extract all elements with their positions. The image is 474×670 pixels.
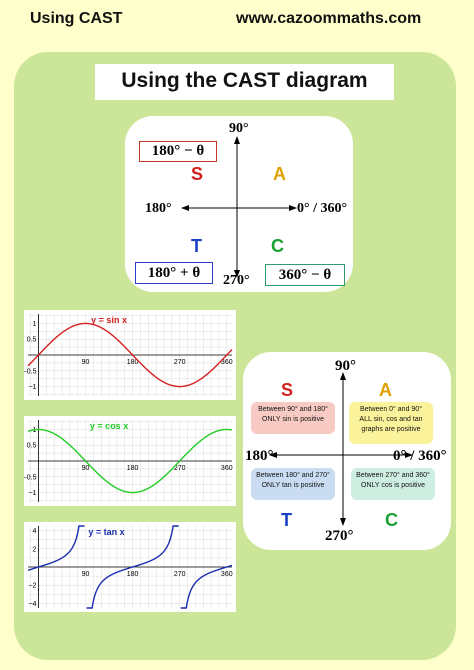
x-tick-label: 90 (82, 359, 90, 366)
page-title: Using the CAST diagram (95, 64, 394, 100)
y-tick-label: 0.5 (27, 337, 37, 344)
y-tick-label: −0.5 (24, 474, 37, 481)
cos-graph-title: y = cos x (90, 421, 128, 431)
y-tick-label: 4 (33, 528, 37, 535)
tan-graph-svg: 90 180 270 360 4 2 −2 −4 y = tan x (27, 525, 233, 609)
x-tick-label: 180 (127, 465, 139, 472)
box-a-line1: Between 0° and 90° (359, 406, 423, 413)
x-tick-label: 360 (221, 571, 233, 578)
angle-180-label-2: 180° (245, 448, 274, 464)
all-positive-box: Between 0° and 90° ALL sin, cos and tan … (349, 402, 433, 444)
sine-positive-box: Between 90° and 180° ONLY sin is positiv… (251, 402, 335, 434)
angle-90-label: 90° (229, 121, 249, 136)
cos-graph: 90 180 270 360 1 0.5 −0.5 −1 y = cos x (24, 416, 236, 506)
angle-180-label: 180° (145, 201, 172, 216)
y-tick-label: −2 (28, 583, 36, 590)
box-s-line2: ONLY sin is positive (262, 416, 324, 423)
angle-0-360-label-2: 0° / 360° (393, 448, 447, 464)
angle-0-360-label: 0° / 360° (297, 201, 348, 216)
y-tick-label: 1 (33, 427, 37, 434)
cos-curve (27, 428, 233, 494)
y-tick-label: −1 (28, 490, 36, 497)
box-a-line3: graphs are positive (361, 426, 421, 433)
box-s-line1: Between 90° and 180° (258, 406, 328, 413)
sin-graph-title: y = sin x (91, 315, 127, 325)
tan-curve-segment (86, 525, 179, 609)
quadrant-t-letter: T (191, 236, 202, 256)
tan-curve-segment (27, 525, 85, 571)
quadrant-c-letter-2: C (385, 510, 398, 530)
sin-graph: 90 180 270 360 1 0.5 −0.5 −1 y = sin x (24, 310, 236, 400)
sin-curve (27, 322, 233, 388)
x-tick-label: 270 (174, 359, 186, 366)
quadrant-a-letter: A (273, 164, 286, 184)
x-tick-label: 180 (127, 359, 139, 366)
sin-graph-svg: 90 180 270 360 1 0.5 −0.5 −1 y = sin x (24, 314, 233, 396)
quadrant-t-letter-2: T (281, 510, 292, 530)
formula-c-box: 360° − θ (265, 264, 345, 286)
box-t-line1: Between 180° and 270° (256, 472, 330, 479)
quadrant-s-letter: S (191, 164, 204, 184)
cos-graph-svg: 90 180 270 360 1 0.5 −0.5 −1 y = cos x (24, 420, 233, 502)
x-tick-label: 360 (221, 359, 233, 366)
x-tick-label: 90 (82, 571, 90, 578)
cast-diagram-formulas: 90° 180° 0° / 360° 270° S A T C 180° − θ… (125, 116, 353, 292)
x-tick-label: 180 (127, 571, 139, 578)
box-a-line2: ALL sin, cos and tan (359, 416, 423, 423)
angle-90-label-2: 90° (335, 358, 356, 374)
formula-t-box: 180° + θ (135, 262, 213, 284)
cast-rules-axes (269, 372, 413, 526)
tan-curve-segment (180, 564, 233, 609)
cast-axes (181, 136, 297, 278)
angle-270-label-2: 270° (325, 528, 354, 544)
y-tick-label: −0.5 (24, 368, 37, 375)
x-tick-label: 90 (82, 465, 90, 472)
x-tick-label: 270 (174, 571, 186, 578)
y-tick-label: −4 (28, 601, 36, 608)
y-tick-label: 1 (33, 321, 37, 328)
header-website[interactable]: www.cazoommaths.com (236, 10, 422, 27)
box-t-line2: ONLY tan is positive (261, 482, 325, 489)
quadrant-a-letter-2: A (379, 380, 392, 400)
x-tick-label: 270 (174, 465, 186, 472)
quadrant-c-letter: C (271, 236, 284, 256)
x-tick-label: 360 (221, 465, 233, 472)
angle-270-label: 270° (223, 273, 250, 288)
box-c-line1: Between 270° and 360° (356, 472, 430, 479)
tan-positive-box: Between 180° and 270° ONLY tan is positi… (251, 468, 335, 500)
y-tick-label: −1 (28, 384, 36, 391)
y-tick-label: 0.5 (27, 443, 37, 450)
quadrant-s-letter-2: S (281, 380, 294, 400)
formula-s-box: 180° − θ (139, 141, 217, 162)
box-c-line2: ONLY cos is positive (361, 482, 425, 489)
y-tick-label: 2 (33, 546, 37, 553)
header-title: Using CAST (30, 10, 123, 27)
cos-positive-box: Between 270° and 360° ONLY cos is positi… (351, 468, 435, 500)
cast-diagram-rules: 90° 180° 0° / 360° 270° S A T C Between … (243, 352, 451, 550)
tan-graph: 90 180 270 360 4 2 −2 −4 y = tan x (24, 522, 236, 612)
tan-graph-title: y = tan x (88, 527, 124, 537)
